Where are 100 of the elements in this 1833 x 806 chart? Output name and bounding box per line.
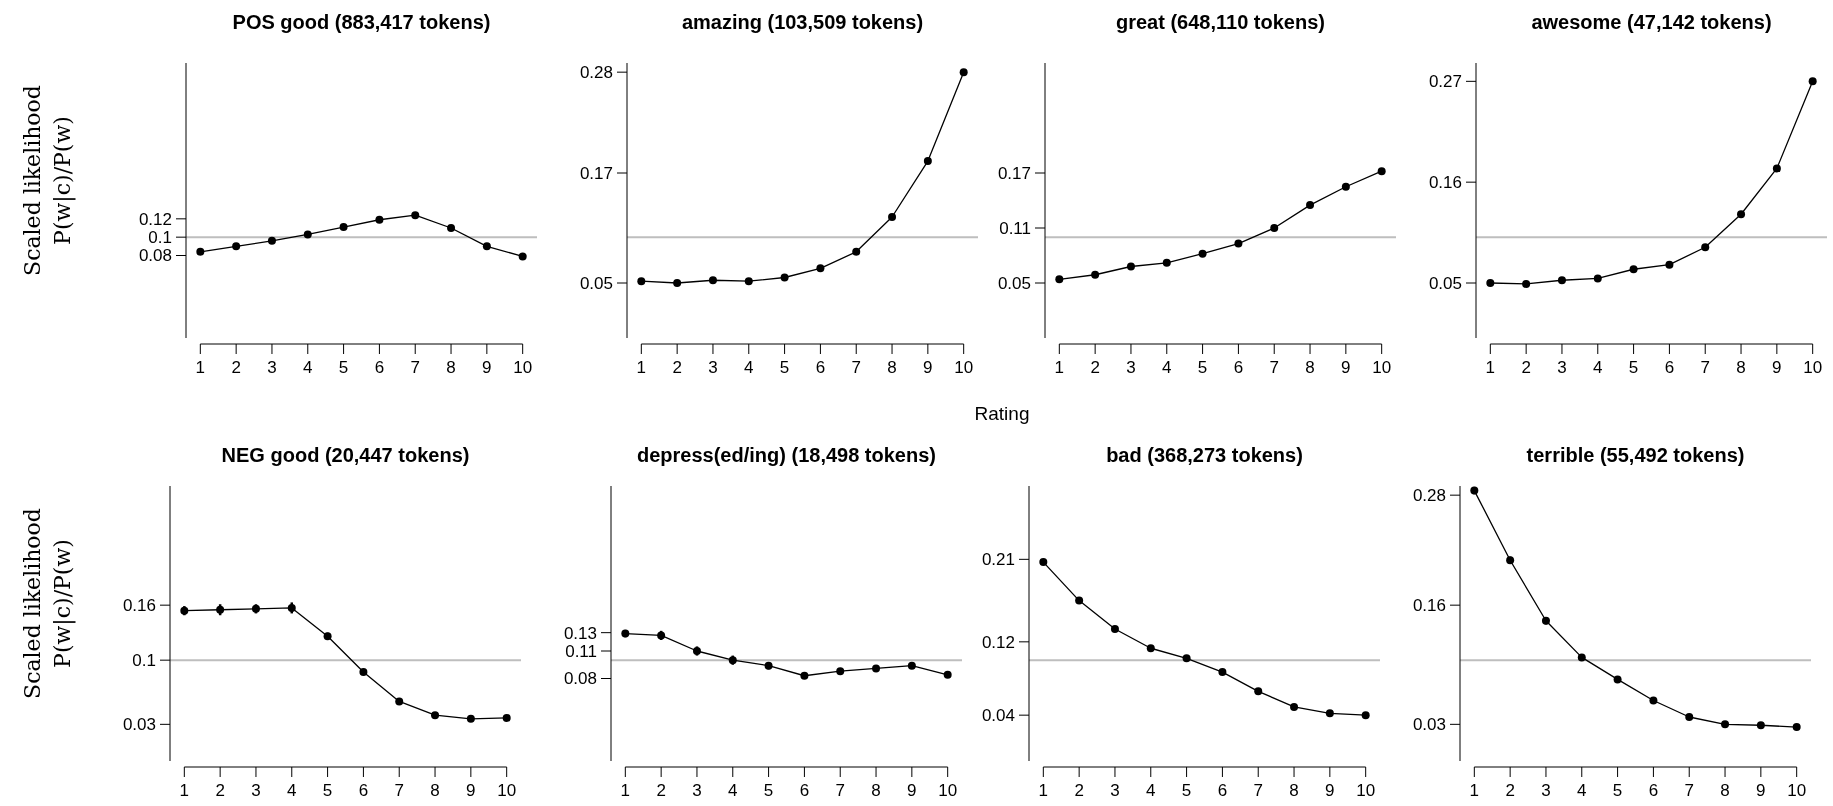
x-tick-label: 3 [692,781,702,800]
x-tick-label: 3 [1126,358,1136,377]
x-tick-label: 9 [466,781,476,800]
x-tick-label: 3 [1557,358,1567,377]
x-tick-label: 3 [708,358,718,377]
x-tick-label: 10 [1787,781,1807,800]
x-tick-label: 9 [1341,358,1351,377]
x-tick-label: 10 [497,781,517,800]
x-tick-label: 1 [636,358,647,377]
x-tick-label: 6 [1648,781,1659,800]
y-tick-label: 0.16 [122,596,156,616]
x-tick-label: 4 [1162,358,1172,377]
y-axis-title: Scaled likelihood P(w|c)/P(w) [20,508,76,699]
x-tick-label: 9 [1756,781,1766,800]
x-tick-label: 7 [394,781,404,800]
y-tick-label: 0.05 [1428,273,1462,293]
x-tick-label: 2 [1090,358,1100,377]
x-tick-label: 9 [1772,358,1782,377]
x-tick-label: 8 [446,358,456,377]
x-tick-label: 7 [1700,358,1710,377]
x-tick-label: 5 [1181,781,1192,800]
x-tick-label: 5 [763,781,774,800]
x-tick-label: 6 [815,358,826,377]
x-tick-label: 3 [267,358,277,377]
y-tick-label: 0.05 [579,273,613,293]
x-tick-label: 2 [215,781,225,800]
y-axis-title: Scaled likelihood P(w|c)/P(w) [20,85,76,276]
x-tick-label: 6 [374,358,385,377]
y-tick-label: 0.13 [563,623,597,643]
y-tick-label: 0.16 [1412,596,1446,616]
y-tick-label: 0.16 [1428,173,1462,193]
x-tick-label: 8 [1289,781,1299,800]
y-tick-label: 0.04 [981,706,1015,726]
x-tick-label: 9 [923,358,933,377]
x-tick-label: 10 [1372,358,1392,377]
x-tick-label: 3 [1110,781,1120,800]
y-tick-label: 0.08 [563,669,597,689]
x-tick-label: 7 [1253,781,1263,800]
x-tick-label: 4 [1146,781,1156,800]
x-tick-label: 6 [1217,781,1228,800]
x-tick-label: 4 [1577,781,1587,800]
y-tick-label: 0.12 [981,632,1015,652]
x-tick-label: 9 [482,358,492,377]
x-tick-label: 8 [1720,781,1730,800]
chart-title: great (648,110 tokens) [1116,11,1325,33]
y-tick-label: 0.12 [138,209,172,229]
y-tick-label: 0.11 [999,218,1031,238]
x-tick-label: 3 [251,781,261,800]
x-tick-label: 10 [1803,358,1823,377]
x-tick-label: 2 [1505,781,1515,800]
y-tick-label: 0.05 [997,273,1031,293]
y-tick-label: 0.03 [122,715,156,735]
y-tick-label: 0.17 [579,163,613,183]
x-tick-label: 5 [779,358,790,377]
chart-title: POS good (883,417 tokens) [232,11,491,33]
x-tick-label: 8 [1736,358,1746,377]
chart-title: terrible (55,492 tokens) [1526,444,1745,466]
x-tick-label: 2 [672,358,682,377]
chart-title: amazing (103,509 tokens) [681,11,924,33]
x-tick-label: 8 [887,358,897,377]
y-tick-label: 0.28 [579,63,613,83]
x-tick-label: 4 [287,781,297,800]
y-tick-label: 0.1 [132,651,156,671]
x-tick-label: 6 [1233,358,1244,377]
x-tick-label: 4 [303,358,313,377]
chart-title: depress(ed/ing) (18,498 tokens) [637,444,936,466]
x-tick-label: 2 [1074,781,1084,800]
x-tick-label: 8 [871,781,881,800]
y-tick-label: 0.08 [138,246,172,266]
x-tick-label: 6 [1664,358,1675,377]
x-tick-label: 2 [1521,358,1531,377]
x-tick-label: 5 [322,781,333,800]
x-tick-label: 1 [1038,781,1049,800]
chart-title: awesome (47,142 tokens) [1531,11,1772,33]
x-tick-label: 4 [744,358,754,377]
x-tick-label: 9 [1325,781,1335,800]
x-tick-label: 1 [1485,358,1496,377]
x-tick-label: 7 [410,358,420,377]
y-tick-label: 0.17 [997,163,1031,183]
x-tick-label: 8 [1305,358,1315,377]
x-tick-label: 6 [358,781,369,800]
x-tick-label: 7 [835,781,845,800]
x-tick-label: 8 [430,781,440,800]
x-tick-label: 5 [338,358,349,377]
chart-title: bad (368,273 tokens) [1106,444,1303,466]
x-tick-label: 1 [620,781,631,800]
y-tick-label: 0.11 [565,641,597,661]
x-tick-label: 10 [954,358,974,377]
chart-title: NEG good (20,447 tokens) [221,444,470,466]
x-tick-label: 1 [1469,781,1480,800]
x-tick-label: 4 [1593,358,1603,377]
x-tick-label: 7 [1684,781,1694,800]
x-tick-label: 9 [907,781,917,800]
x-tick-label: 1 [1054,358,1065,377]
x-tick-label: 6 [799,781,810,800]
x-axis-title: Rating [974,403,1030,424]
x-tick-label: 2 [231,358,241,377]
y-tick-label: 0.1 [148,228,172,248]
x-tick-label: 1 [195,358,206,377]
x-tick-label: 5 [1197,358,1208,377]
